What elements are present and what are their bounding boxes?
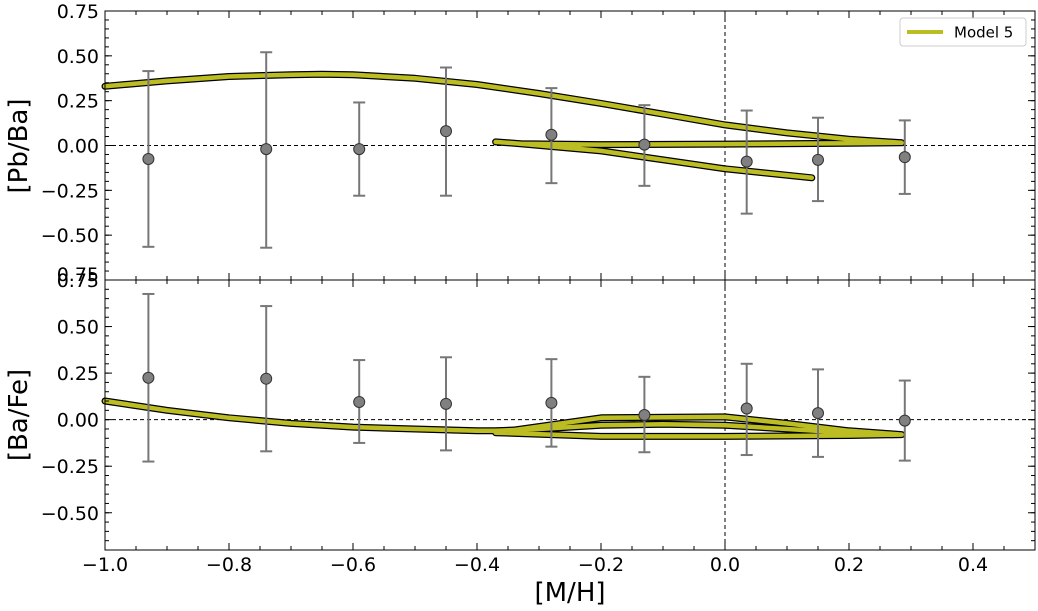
data-point-bottom-3 [440,397,452,410]
y-tick-label-bottom-1: −0.25 [41,456,99,478]
x-tick-label-0: −1.0 [82,554,128,576]
panel-top-pb-ba: −0.50 −0.25 0.00 0.25 0.50 0.75 0.75 [41,1,1036,286]
y-tick-label-top-0: −0.50 [41,225,99,247]
x-tick-label-1: −0.8 [206,554,252,576]
plot-area-bottom [105,280,1035,550]
x-tick-label-2: −0.6 [330,554,376,576]
y-tick-label-bottom-0: −0.50 [41,503,99,525]
data-point-bottom-7 [812,407,824,420]
x-tick-label-5: 0.0 [710,554,740,576]
x-tick-label-7: 0.4 [958,554,988,576]
y-tick-label-top-4: 0.50 [57,46,99,68]
legend-label: Model 5 [954,24,1013,42]
model-curve-bottom [102,398,904,439]
y-tick-label-top-1: −0.25 [41,180,99,202]
y-axis-title-bottom: [Ba/Fe] [4,369,34,461]
y-tick-label-bottom-5: 0.75 [57,270,99,292]
data-point-bottom-6 [740,402,753,415]
data-point-bottom-5 [638,409,651,421]
data-point-bottom-1 [260,372,273,385]
panel-bottom-ba-fe: −0.50 −0.25 0.00 0.25 0.50 0.75 −1.0 −0.8 −0.6 −0… [41,270,1036,576]
legend-box [899,17,1027,47]
data-point-top-8 [898,151,911,164]
y-tick-label-top-3: 0.25 [57,91,99,113]
data-point-top-0 [142,152,155,165]
y-tick-label-bottom-2: 0.00 [57,410,99,432]
data-point-bottom-0 [142,371,155,384]
y-tick-label-bottom-edge-top: 0.75 [57,264,99,286]
y-tick-label-top-2: 0.00 [57,136,99,158]
x-axis-title: [M/H] [534,578,605,608]
data-point-bottom-4 [545,396,558,409]
data-point-top-1 [260,143,273,156]
y-axis-title-top: [Pb/Ba] [4,99,34,194]
data-point-top-5 [638,138,651,151]
x-tick-label-4: −0.2 [578,554,624,576]
y-tick-label-top-5: 0.75 [57,1,99,23]
x-tick-label-6: 0.2 [834,554,864,576]
data-point-top-2 [353,143,366,156]
y-tick-label-bottom-4: 0.50 [57,317,99,339]
data-point-top-6 [740,155,753,168]
x-tick-label-3: −0.4 [454,554,500,576]
data-point-top-7 [812,153,824,166]
model-curve-top [102,72,904,181]
data-point-top-4 [545,128,558,141]
data-point-top-3 [440,125,452,138]
legend: Model 5 [899,17,1027,47]
data-point-bottom-8 [898,414,911,427]
y-tick-label-bottom-3: 0.25 [57,363,99,385]
data-point-bottom-2 [353,395,366,408]
